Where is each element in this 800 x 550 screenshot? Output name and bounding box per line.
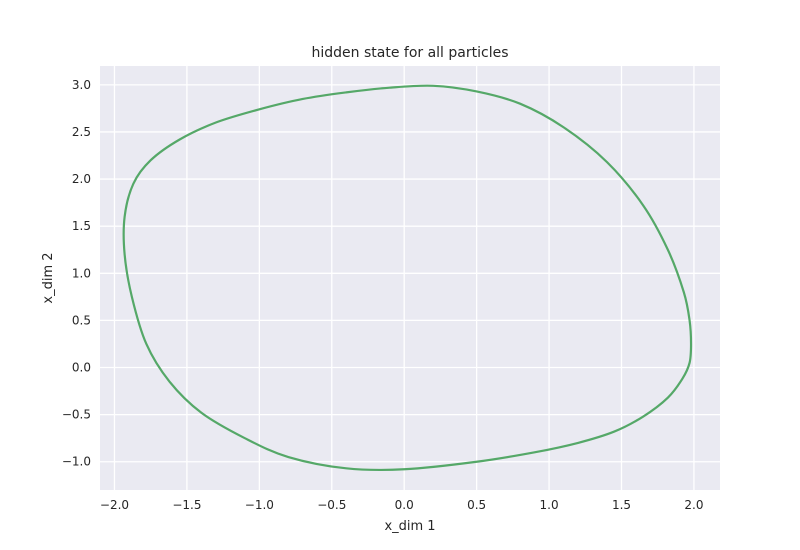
y-tick-label: 1.5 xyxy=(72,219,91,233)
x-axis-label: x_dim 1 xyxy=(384,519,435,534)
grid-vertical xyxy=(113,66,695,490)
y-tick-label: 2.5 xyxy=(72,125,91,139)
chart-title: hidden state for all particles xyxy=(312,45,509,61)
x-tick-label: −0.5 xyxy=(317,498,346,512)
x-tick-labels: −2.0 −1.5 −1.0 −0.5 0.0 0.5 1.0 1.5 2.0 xyxy=(100,498,704,512)
series-line xyxy=(122,84,693,472)
x-tick-label: −1.5 xyxy=(172,498,201,512)
x-tick-label: 0.5 xyxy=(467,498,486,512)
x-tick-label: 1.5 xyxy=(612,498,631,512)
x-tick-label: 0.0 xyxy=(395,498,414,512)
y-tick-label: 0.5 xyxy=(72,313,91,327)
plot-area xyxy=(100,66,720,490)
y-tick-label: 0.0 xyxy=(72,361,91,375)
y-tick-label: 3.0 xyxy=(72,78,91,92)
x-tick-label: −1.0 xyxy=(245,498,274,512)
y-axis-label: x_dim 2 xyxy=(41,252,56,303)
y-tick-label: 1.0 xyxy=(72,266,91,280)
x-tick-label: 2.0 xyxy=(684,498,703,512)
y-tick-labels: −1.0 −0.5 0.0 0.5 1.0 1.5 2.0 2.5 3.0 xyxy=(62,78,91,469)
x-tick-label: −2.0 xyxy=(100,498,129,512)
y-tick-label: −1.0 xyxy=(62,455,91,469)
y-tick-label: −0.5 xyxy=(62,408,91,422)
series-layer xyxy=(122,84,693,472)
y-tick-label: 2.0 xyxy=(72,172,91,186)
x-tick-label: 1.0 xyxy=(540,498,559,512)
